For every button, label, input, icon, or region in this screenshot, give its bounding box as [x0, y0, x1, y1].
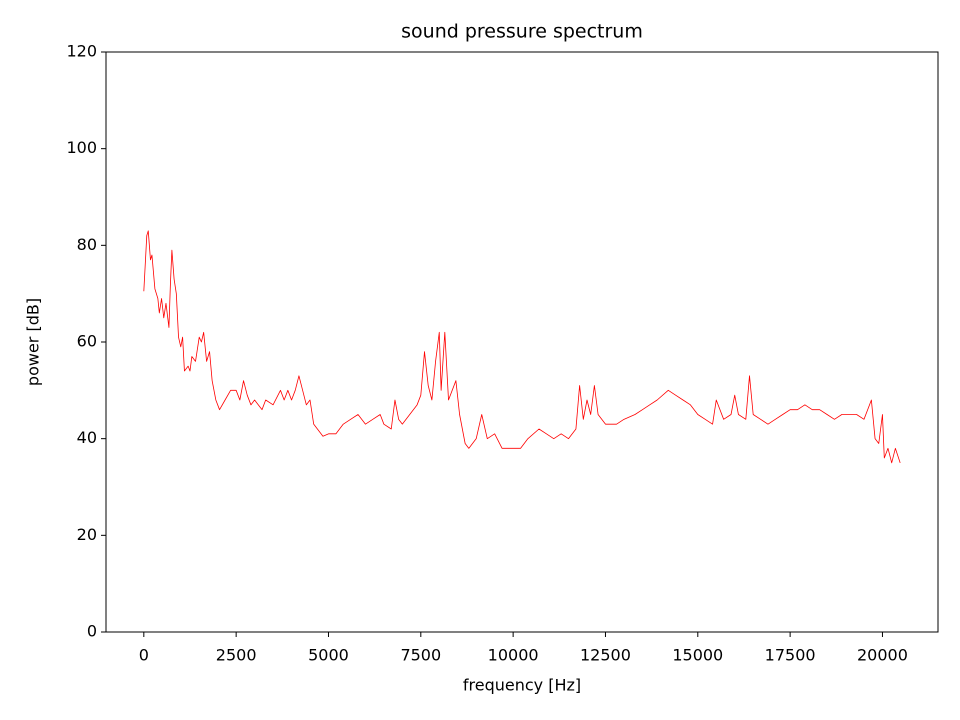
y-tick-label: 20	[77, 525, 97, 544]
y-tick-label: 120	[66, 42, 97, 61]
x-tick-label: 5000	[308, 646, 349, 665]
chart-title: sound pressure spectrum	[401, 21, 643, 43]
y-tick-label: 100	[66, 138, 97, 157]
x-tick-label: 20000	[857, 646, 908, 665]
x-tick-label: 2500	[216, 646, 257, 665]
y-tick-label: 40	[77, 428, 97, 447]
x-axis-label: frequency [Hz]	[463, 676, 581, 695]
data-line	[143, 230, 901, 464]
y-tick-label: 60	[77, 332, 97, 351]
plot-frame	[105, 51, 939, 633]
x-tick-label: 7500	[400, 646, 441, 665]
x-tick-label: 17500	[765, 646, 816, 665]
x-tick-label: 15000	[672, 646, 723, 665]
x-tick-label: 0	[139, 646, 149, 665]
y-axis-label: power [dB]	[24, 298, 43, 386]
x-tick-label: 10000	[488, 646, 539, 665]
y-tick-label: 0	[87, 622, 97, 641]
x-tick-label: 12500	[580, 646, 631, 665]
y-tick-label: 80	[77, 235, 97, 254]
